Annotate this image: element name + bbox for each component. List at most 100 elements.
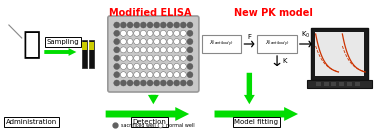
Circle shape xyxy=(127,63,133,69)
Circle shape xyxy=(154,39,160,45)
Circle shape xyxy=(180,30,186,36)
Circle shape xyxy=(167,63,173,69)
Bar xyxy=(202,35,242,53)
Circle shape xyxy=(167,30,173,36)
Circle shape xyxy=(180,39,186,45)
Circle shape xyxy=(154,80,160,86)
Bar xyxy=(89,42,94,50)
Circle shape xyxy=(140,80,146,86)
Circle shape xyxy=(134,63,140,69)
Circle shape xyxy=(167,47,173,53)
Circle shape xyxy=(160,55,166,61)
Circle shape xyxy=(134,80,140,86)
Bar xyxy=(257,35,297,53)
Circle shape xyxy=(147,22,153,28)
Text: Modified ELISA: Modified ELISA xyxy=(109,8,192,18)
Text: Administration: Administration xyxy=(6,119,57,125)
Circle shape xyxy=(174,80,180,86)
Circle shape xyxy=(167,55,173,61)
Bar xyxy=(89,40,94,68)
Circle shape xyxy=(134,30,140,36)
Bar xyxy=(316,81,321,86)
Circle shape xyxy=(134,47,140,53)
Text: $X_{(antibody)}$: $X_{(antibody)}$ xyxy=(209,39,234,49)
Text: K$_0$: K$_0$ xyxy=(301,30,310,40)
Circle shape xyxy=(127,22,133,28)
Text: Sampling: Sampling xyxy=(47,39,80,45)
Text: Detection: Detection xyxy=(132,119,166,125)
Bar xyxy=(355,81,360,86)
Circle shape xyxy=(187,63,193,69)
Circle shape xyxy=(140,30,146,36)
Circle shape xyxy=(154,63,160,69)
Circle shape xyxy=(114,22,120,28)
Circle shape xyxy=(187,72,193,78)
FancyBboxPatch shape xyxy=(108,16,199,92)
Circle shape xyxy=(154,55,160,61)
Bar xyxy=(82,40,87,68)
Text: 🐕: 🐕 xyxy=(23,30,41,59)
Circle shape xyxy=(127,55,133,61)
Circle shape xyxy=(174,72,180,78)
Circle shape xyxy=(187,47,193,53)
Circle shape xyxy=(174,39,180,45)
Legend: sacrificed well, normal well: sacrificed well, normal well xyxy=(111,121,196,130)
Circle shape xyxy=(160,22,166,28)
Circle shape xyxy=(140,63,146,69)
Circle shape xyxy=(127,39,133,45)
Circle shape xyxy=(160,39,166,45)
Circle shape xyxy=(160,47,166,53)
Circle shape xyxy=(127,80,133,86)
Circle shape xyxy=(114,63,120,69)
Circle shape xyxy=(180,72,186,78)
Circle shape xyxy=(147,30,153,36)
Circle shape xyxy=(140,72,146,78)
Circle shape xyxy=(180,63,186,69)
Text: $X_{(antibody)}$: $X_{(antibody)}$ xyxy=(265,39,289,49)
Circle shape xyxy=(134,22,140,28)
Circle shape xyxy=(180,22,186,28)
Circle shape xyxy=(114,47,120,53)
Bar xyxy=(324,81,328,86)
Circle shape xyxy=(147,39,153,45)
Circle shape xyxy=(134,72,140,78)
Circle shape xyxy=(127,72,133,78)
Circle shape xyxy=(121,80,126,86)
Circle shape xyxy=(154,47,160,53)
Circle shape xyxy=(174,30,180,36)
Circle shape xyxy=(147,55,153,61)
Circle shape xyxy=(154,30,160,36)
Circle shape xyxy=(174,22,180,28)
Circle shape xyxy=(121,55,126,61)
Circle shape xyxy=(167,80,173,86)
Circle shape xyxy=(147,80,153,86)
Circle shape xyxy=(160,63,166,69)
Circle shape xyxy=(167,39,173,45)
Circle shape xyxy=(121,47,126,53)
Circle shape xyxy=(187,39,193,45)
Bar xyxy=(339,81,344,86)
Circle shape xyxy=(114,80,120,86)
Circle shape xyxy=(121,30,126,36)
Circle shape xyxy=(134,39,140,45)
Circle shape xyxy=(154,72,160,78)
Circle shape xyxy=(174,63,180,69)
Circle shape xyxy=(174,55,180,61)
Circle shape xyxy=(134,55,140,61)
Circle shape xyxy=(160,80,166,86)
Bar xyxy=(314,32,364,76)
Circle shape xyxy=(140,55,146,61)
Bar xyxy=(307,80,372,88)
Circle shape xyxy=(114,55,120,61)
Bar xyxy=(347,81,352,86)
Circle shape xyxy=(140,47,146,53)
Text: New PK model: New PK model xyxy=(234,8,313,18)
Circle shape xyxy=(121,39,126,45)
Circle shape xyxy=(187,22,193,28)
Circle shape xyxy=(147,72,153,78)
Circle shape xyxy=(114,39,120,45)
Circle shape xyxy=(187,30,193,36)
Circle shape xyxy=(140,39,146,45)
Text: K: K xyxy=(282,58,287,64)
Circle shape xyxy=(160,72,166,78)
